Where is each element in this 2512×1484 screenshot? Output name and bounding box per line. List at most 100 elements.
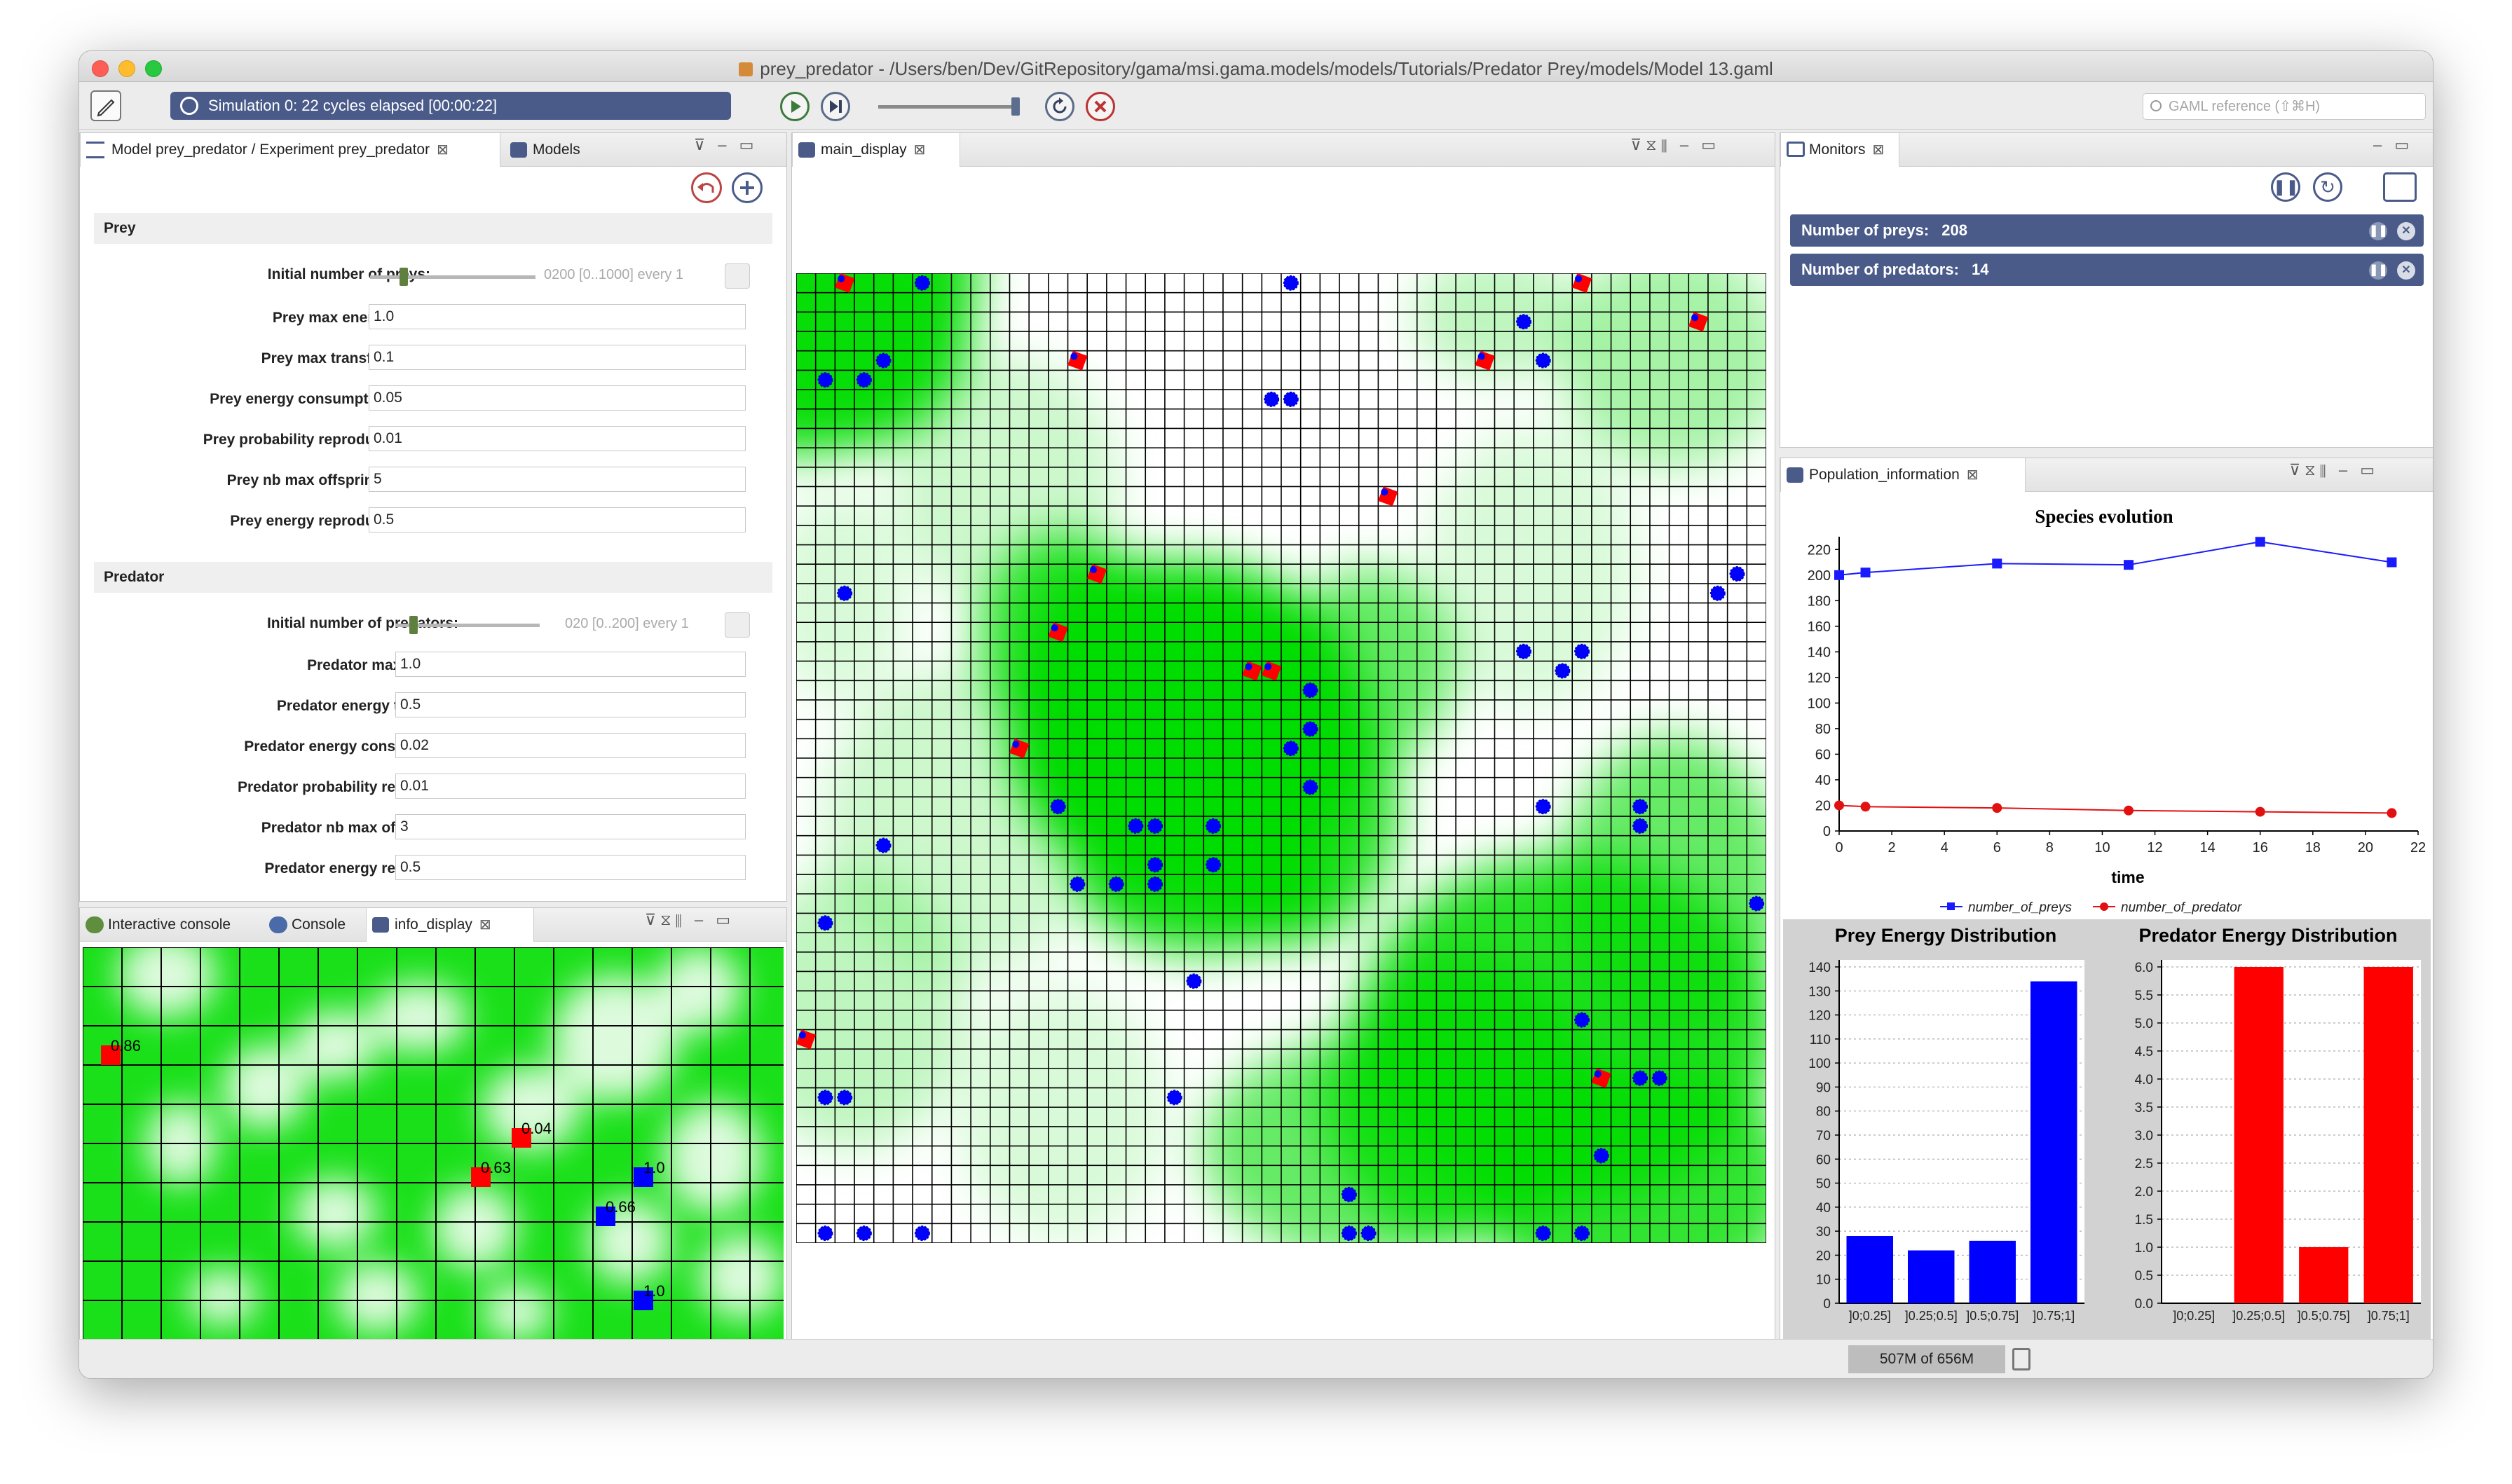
tab-console[interactable]: Console (264, 908, 366, 942)
prey-agent[interactable] (1749, 895, 1765, 912)
tab-monitors[interactable]: Monitors ⊠ (1780, 133, 1899, 167)
prey-agent[interactable] (1574, 1225, 1590, 1242)
play-button[interactable] (780, 92, 810, 121)
view-menu-icon[interactable]: ⊽⧖⫴ – ▭ (1630, 136, 1721, 153)
prey-agent[interactable] (1051, 624, 1058, 632)
lock-icon[interactable] (725, 612, 750, 638)
gaml-reference-search[interactable]: GAML reference (⇧⌘H) (2143, 93, 2426, 120)
prey-agent[interactable] (1574, 643, 1590, 659)
view-menu-icon[interactable]: ⊽⧖⫴ – ▭ (2289, 461, 2380, 479)
prey-energy-reproduce-field[interactable]: 0.5 (369, 507, 746, 533)
prey-agent[interactable] (1206, 857, 1222, 873)
close-icon[interactable]: ✕ (2397, 222, 2415, 240)
prey-max-transfert-field[interactable]: 0.1 (369, 345, 746, 370)
prey-agent[interactable] (1302, 721, 1318, 737)
prey-agent[interactable] (1012, 741, 1020, 748)
prey-agent[interactable] (914, 1225, 930, 1242)
info-display-canvas[interactable]: 0.86 0.04 0.63 1.0 0.66 1.0 (83, 947, 784, 1340)
prey-agent[interactable] (1070, 876, 1086, 892)
section-prey[interactable]: Prey (94, 213, 772, 244)
prey-agent[interactable] (1574, 1012, 1590, 1028)
prey-agent[interactable] (1593, 1148, 1609, 1164)
prey-agent[interactable] (1535, 352, 1551, 369)
prey-agent[interactable] (1535, 799, 1551, 815)
prey-energy-consumption-field[interactable]: 0.05 (369, 385, 746, 411)
prey-agent[interactable] (1186, 973, 1202, 989)
prey-agent[interactable] (1632, 818, 1648, 834)
slider-knob[interactable] (409, 616, 418, 634)
prey-nb-max-offsprings-field[interactable]: 5 (369, 467, 746, 492)
prey-agent[interactable] (1381, 488, 1388, 496)
lock-icon[interactable] (725, 263, 750, 289)
pause-icon[interactable]: ❚❚ (2369, 261, 2388, 280)
prey-agent[interactable] (1535, 1225, 1551, 1242)
prey-agent[interactable] (1147, 818, 1163, 834)
prey-agent[interactable] (1166, 1090, 1182, 1106)
prey-agent[interactable] (875, 352, 892, 369)
predator-energy-consumption-field[interactable]: 0.02 (395, 733, 746, 758)
predator-energy-transfert-field[interactable]: 0.5 (395, 692, 746, 717)
initial-predators-slider[interactable] (395, 616, 540, 634)
close-tab-icon[interactable]: ⊠ (479, 917, 491, 933)
prey-agent[interactable] (817, 915, 833, 931)
prey-agent[interactable] (1341, 1225, 1357, 1242)
prey-agent[interactable] (1709, 585, 1726, 601)
edit-icon[interactable] (90, 90, 121, 121)
prey-agent[interactable] (1575, 275, 1583, 282)
step-button[interactable] (821, 92, 850, 121)
predator-max-energy-field[interactable]: 1.0 (395, 652, 746, 677)
prey-agent[interactable] (1070, 352, 1078, 360)
prey-agent[interactable] (1283, 741, 1299, 757)
view-menu-icon[interactable]: ⊽ – ▭ (694, 136, 758, 153)
prey-agent[interactable] (1651, 1070, 1667, 1086)
prey-agent[interactable] (1128, 818, 1144, 834)
prey-agent[interactable] (856, 372, 872, 388)
predator-proba-reproduce-field[interactable]: 0.01 (395, 774, 746, 799)
prey-agent[interactable] (914, 275, 930, 291)
add-parameter-icon[interactable] (732, 172, 763, 203)
prey-agent[interactable] (1206, 818, 1222, 834)
maximize-window-button[interactable] (145, 60, 162, 77)
prey-proba-reproduce-field[interactable]: 0.01 (369, 426, 746, 451)
tab-models[interactable]: Models (505, 133, 603, 167)
prey-agent[interactable] (1360, 1225, 1377, 1242)
close-tab-icon[interactable]: ⊠ (1966, 467, 1979, 483)
prey-agent[interactable] (817, 372, 833, 388)
minimize-window-button[interactable] (118, 60, 135, 77)
predator-nb-max-offsprings-field[interactable]: 3 (395, 814, 746, 839)
prey-agent[interactable] (875, 837, 892, 853)
tab-experiment[interactable]: Model prey_predator / Experiment prey_pr… (80, 133, 500, 167)
section-predator[interactable]: Predator (94, 562, 772, 593)
prey-agent[interactable] (837, 585, 853, 601)
prey-agent[interactable] (1147, 876, 1163, 892)
close-icon[interactable]: ✕ (2397, 261, 2415, 280)
revert-icon[interactable] (691, 172, 722, 203)
prey-agent[interactable] (1341, 1186, 1357, 1202)
predator-energy-reproduce-field[interactable]: 0.5 (395, 855, 746, 880)
prey-agent[interactable] (817, 1225, 833, 1242)
prey-agent[interactable] (1594, 1070, 1602, 1078)
predator-agent[interactable] (512, 1128, 531, 1148)
tab-info-display[interactable]: info_display ⊠ (366, 908, 534, 942)
prey-agent[interactable] (1302, 779, 1318, 795)
tab-population[interactable]: Population_information ⊠ (1780, 458, 2026, 492)
close-window-button[interactable] (92, 60, 109, 77)
close-tab-icon[interactable]: ⊠ (1872, 142, 1885, 158)
memory-indicator[interactable]: 507M of 656M (1848, 1345, 2005, 1373)
prey-agent[interactable] (838, 275, 845, 282)
prey-agent[interactable] (1264, 663, 1272, 671)
prey-agent[interactable] (1477, 352, 1485, 360)
prey-agent[interactable] (856, 1225, 872, 1242)
prey-agent[interactable] (1108, 876, 1124, 892)
prey-agent[interactable] (1050, 799, 1066, 815)
prey-agent[interactable] (1516, 643, 1531, 659)
prey-agent[interactable] (1632, 799, 1648, 815)
prey-agent[interactable] (1516, 314, 1531, 330)
refresh-monitors-icon[interactable]: ↻ (2313, 172, 2342, 202)
close-tab-icon[interactable]: ⊠ (913, 142, 926, 158)
speed-slider-track[interactable] (878, 105, 1018, 109)
initial-preys-slider[interactable] (370, 268, 535, 286)
add-monitor-icon[interactable] (2383, 172, 2417, 202)
prey-agent[interactable] (634, 1167, 653, 1187)
tab-main-display[interactable]: main_display ⊠ (792, 133, 960, 167)
